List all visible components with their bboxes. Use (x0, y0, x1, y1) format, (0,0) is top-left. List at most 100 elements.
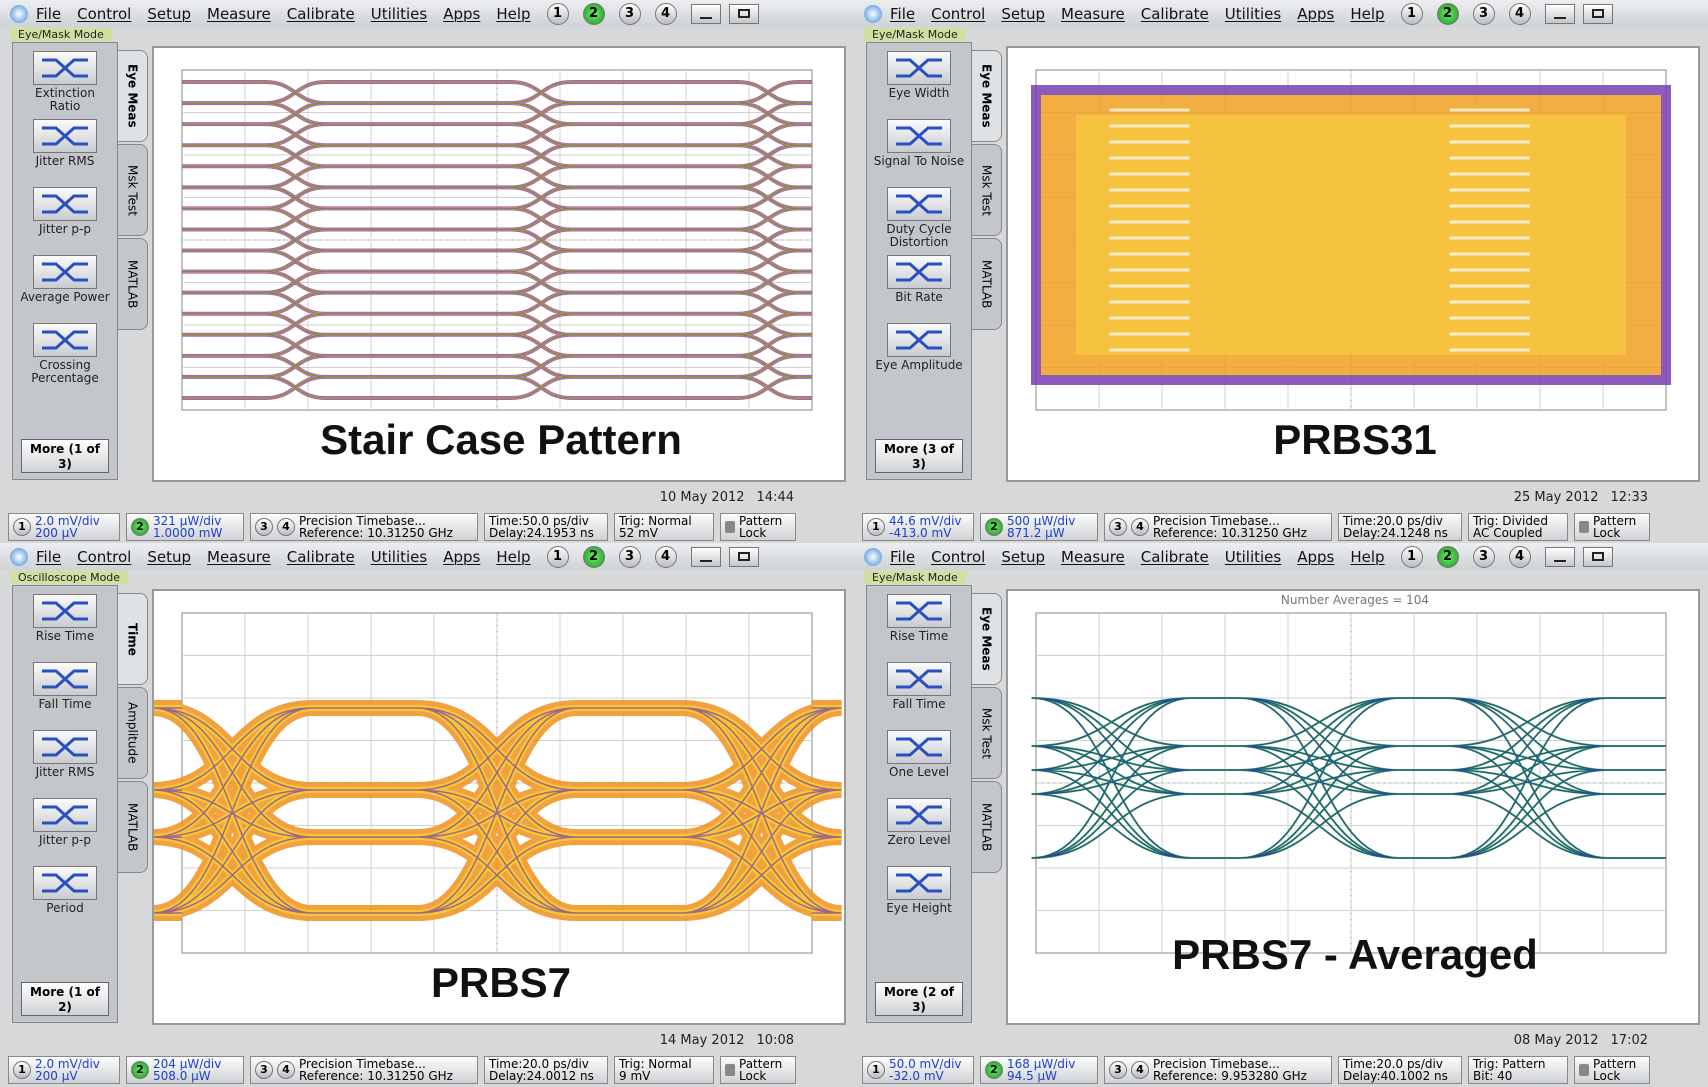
side-tab[interactable]: Amplitude (118, 687, 148, 779)
menu-item[interactable]: File (36, 5, 61, 23)
measure-button[interactable]: Bit Rate (873, 253, 965, 323)
menu-item[interactable]: Help (496, 548, 530, 566)
side-tab[interactable]: MATLAB (118, 238, 148, 330)
channel-button[interactable]: 1 (1401, 3, 1423, 25)
measure-button[interactable]: Rise Time (19, 592, 111, 662)
menu-item[interactable]: Setup (1001, 5, 1045, 23)
menu-item[interactable]: File (36, 548, 61, 566)
menu-item[interactable]: Utilities (371, 5, 427, 23)
channel-button[interactable]: 4 (655, 546, 677, 568)
side-tab[interactable]: Time (118, 593, 148, 685)
menu-item[interactable]: File (890, 548, 915, 566)
menu-item[interactable]: Apps (1297, 5, 1334, 23)
menu-item[interactable]: Measure (207, 548, 271, 566)
measure-button[interactable]: Eye Height (873, 864, 965, 934)
menu-item[interactable]: Measure (1061, 548, 1125, 566)
minimize-button[interactable] (691, 4, 721, 24)
channel-button[interactable]: 1 (1401, 546, 1423, 568)
measure-button[interactable]: Duty Cycle Distortion (873, 185, 965, 255)
menu-item[interactable]: Help (496, 5, 530, 23)
channel-button[interactable]: 3 (1473, 3, 1495, 25)
more-button[interactable]: More (2 of 3) (875, 982, 963, 1016)
menu-item[interactable]: Control (931, 5, 985, 23)
measure-button[interactable]: Zero Level (873, 796, 965, 866)
channel-button[interactable]: 2 (583, 3, 605, 25)
side-tab[interactable]: MATLAB (118, 781, 148, 873)
side-tab[interactable]: Eye Meas (972, 50, 1002, 142)
measure-button[interactable]: Fall Time (19, 660, 111, 730)
side-tab[interactable]: MATLAB (972, 781, 1002, 873)
menu-item[interactable]: File (890, 5, 915, 23)
menu-item[interactable]: Measure (207, 5, 271, 23)
restore-button[interactable] (729, 547, 759, 567)
side-tab[interactable]: Eye Meas (118, 50, 148, 142)
restore-button[interactable] (1583, 4, 1613, 24)
side-tab[interactable]: Msk Test (118, 144, 148, 236)
menu-item[interactable]: Apps (443, 548, 480, 566)
menu-item[interactable]: Apps (443, 5, 480, 23)
side-tab[interactable]: Eye Meas (972, 593, 1002, 685)
menu-item[interactable]: Utilities (1225, 5, 1281, 23)
channel-button[interactable]: 4 (1509, 546, 1531, 568)
channel-button[interactable]: 2 (1437, 3, 1459, 25)
side-tab[interactable]: MATLAB (972, 238, 1002, 330)
menu-item[interactable]: Calibrate (287, 548, 355, 566)
more-button[interactable]: More (1 of 3) (21, 439, 109, 473)
measure-button[interactable]: Jitter RMS (19, 728, 111, 798)
menu-item[interactable]: Utilities (1225, 548, 1281, 566)
minimize-button[interactable] (1545, 4, 1575, 24)
menu-item[interactable]: Apps (1297, 548, 1334, 566)
measure-button[interactable]: Fall Time (873, 660, 965, 730)
menu-item[interactable]: Calibrate (287, 5, 355, 23)
menu-item[interactable]: Control (77, 548, 131, 566)
menu-item[interactable]: Control (931, 548, 985, 566)
measure-button[interactable]: One Level (873, 728, 965, 798)
minimize-button[interactable] (1545, 547, 1575, 567)
measure-button[interactable]: Average Power (19, 253, 111, 323)
more-button[interactable]: More (3 of 3) (875, 439, 963, 473)
restore-button[interactable] (729, 4, 759, 24)
channel-button[interactable]: 1 (547, 3, 569, 25)
menu-item[interactable]: Control (77, 5, 131, 23)
measure-button[interactable]: Rise Time (873, 592, 965, 662)
channel-button[interactable]: 1 (547, 546, 569, 568)
menu-item[interactable]: Calibrate (1141, 5, 1209, 23)
channel-button[interactable]: 2 (583, 546, 605, 568)
measure-button[interactable]: Jitter p-p (19, 185, 111, 255)
channel-button[interactable]: 3 (1473, 546, 1495, 568)
restore-button[interactable] (1583, 547, 1613, 567)
measure-button[interactable]: Extinction Ratio (19, 49, 111, 119)
side-tab[interactable]: Msk Test (972, 144, 1002, 236)
side-tab[interactable]: Msk Test (972, 687, 1002, 779)
measure-button[interactable]: Jitter RMS (19, 117, 111, 187)
menu-item[interactable]: Utilities (371, 548, 427, 566)
channel-button[interactable]: 4 (655, 3, 677, 25)
measure-button[interactable]: Jitter p-p (19, 796, 111, 866)
menu-item[interactable]: Setup (147, 5, 191, 23)
channel-button[interactable]: 3 (619, 546, 641, 568)
measure-button[interactable]: Signal To Noise (873, 117, 965, 187)
channel-button[interactable]: 4 (1509, 3, 1531, 25)
